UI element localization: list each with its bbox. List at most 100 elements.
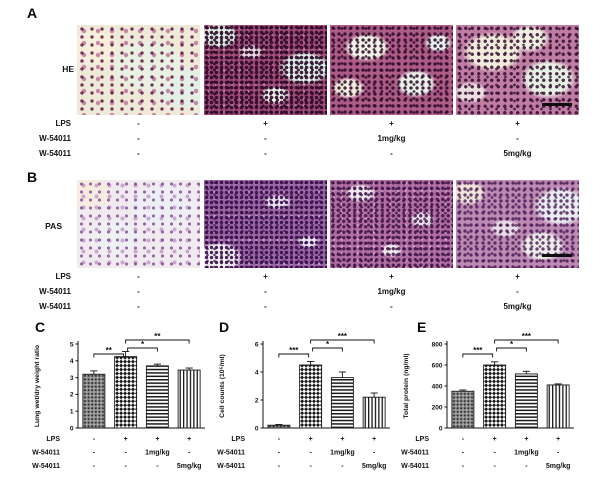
svg-text:6: 6 (255, 341, 259, 348)
condition-value: - (156, 463, 159, 470)
bar (362, 396, 386, 429)
condition-value: 1mg/kg (330, 450, 355, 457)
svg-text:4: 4 (70, 358, 74, 365)
svg-text:2: 2 (70, 392, 74, 399)
condition-value: + (187, 436, 191, 443)
bracket (278, 353, 310, 358)
bar (82, 373, 106, 429)
histology-image-a1 (77, 25, 200, 115)
condition-value: - (516, 287, 519, 296)
significance-stars: *** (289, 346, 299, 355)
condition-value: - (264, 134, 267, 143)
svg-text:3: 3 (70, 375, 74, 382)
group-rows: LPS - + + + W-54011 - - 1mg/kg - W-54011 - - - 5mg/kg (217, 436, 386, 470)
significance-stars: ** (106, 346, 113, 355)
histology-image-b3 (330, 180, 453, 268)
row-label: LPS (231, 436, 245, 443)
row-label: W-54011 (39, 149, 71, 158)
panel-letter-d: D (219, 319, 230, 335)
condition-value: + (340, 436, 344, 443)
condition-value: - (278, 436, 281, 443)
condition-value: - (493, 450, 496, 457)
bars (267, 361, 386, 429)
condition-value: - (390, 149, 393, 158)
condition-value: - (124, 450, 127, 457)
stain-label-he: HE (62, 64, 74, 74)
condition-value: + (515, 272, 520, 281)
svg-text:200: 200 (432, 404, 443, 411)
panel-letter-a: A (27, 5, 38, 21)
row-label: LPS (55, 272, 71, 281)
condition-value: 1mg/kg (377, 287, 406, 296)
condition-value: 5mg/kg (362, 463, 387, 470)
condition-value: - (309, 463, 312, 470)
bracket (496, 347, 527, 352)
condition-row: W-54011 - - 1mg/kg - (0, 134, 608, 145)
histology-image-b1 (77, 180, 200, 268)
condition-value: 5mg/kg (503, 149, 532, 158)
bar-chart-cell-counts: 0 2 4 6 Cell counts (10⁵/ml) *** * *** LPS - + + + W-… (215, 328, 400, 480)
condition-value: - (309, 450, 312, 457)
condition-row: W-54011 - - - 5mg/kg (0, 149, 608, 160)
histology-image-a2 (204, 25, 327, 115)
group-rows: LPS - + + + W-54011 - - 1mg/kg - W-54011 - - - 5mg/kg (32, 436, 201, 470)
condition-value: + (493, 436, 497, 443)
condition-value: 5mg/kg (546, 463, 571, 470)
svg-text:600: 600 (432, 362, 443, 369)
significance-brackets: ******* (278, 332, 375, 358)
significance-stars: * (510, 340, 514, 349)
condition-value: + (515, 119, 520, 128)
row-label: W-54011 (32, 463, 60, 470)
condition-value: - (373, 450, 376, 457)
svg-text:400: 400 (432, 383, 443, 390)
significance-brackets: ******* (462, 332, 559, 358)
condition-value: + (389, 119, 394, 128)
svg-text:0: 0 (70, 425, 74, 432)
condition-value: 1mg/kg (377, 134, 406, 143)
condition-value: - (516, 134, 519, 143)
bar (330, 377, 354, 429)
condition-value: - (341, 463, 344, 470)
bar (267, 424, 291, 429)
condition-value: - (264, 287, 267, 296)
condition-value: - (137, 302, 140, 311)
row-label: LPS (415, 436, 429, 443)
bracket (93, 353, 125, 358)
y-tick-labels: 0 2 4 6 (255, 341, 259, 432)
significance-brackets: ***** (93, 332, 190, 358)
y-tick-labels: 0 200 400 600 800 (432, 341, 443, 432)
histology-image-b4 (456, 180, 579, 268)
row-label: W-54011 (39, 287, 71, 296)
scale-bar (542, 254, 572, 257)
y-tick-labels: 0 1 2 3 4 5 (70, 341, 74, 432)
condition-row: W-54011 - - - 5mg/kg (0, 302, 608, 313)
bracket (462, 353, 494, 358)
histology-image-a4 (456, 25, 579, 115)
condition-value: 1mg/kg (145, 450, 170, 457)
svg-text:1: 1 (70, 409, 74, 416)
panel-letter-e: E (417, 319, 427, 335)
condition-value: + (389, 272, 394, 281)
condition-value: - (462, 436, 465, 443)
condition-value: - (525, 463, 528, 470)
row-label: LPS (46, 436, 60, 443)
svg-text:0: 0 (255, 425, 259, 432)
condition-value: - (137, 119, 140, 128)
condition-value: + (524, 436, 528, 443)
bar (299, 364, 323, 429)
bar (514, 373, 538, 429)
bracket (127, 347, 158, 352)
bars (451, 361, 570, 429)
bar (451, 390, 475, 429)
svg-text:800: 800 (432, 341, 443, 348)
significance-stars: *** (522, 332, 532, 341)
bar (145, 365, 169, 429)
significance-stars: *** (473, 346, 483, 355)
svg-text:5: 5 (70, 341, 74, 348)
condition-value: - (390, 302, 393, 311)
panel-letter-b: B (27, 169, 38, 185)
panel-letter-c: C (35, 319, 46, 335)
